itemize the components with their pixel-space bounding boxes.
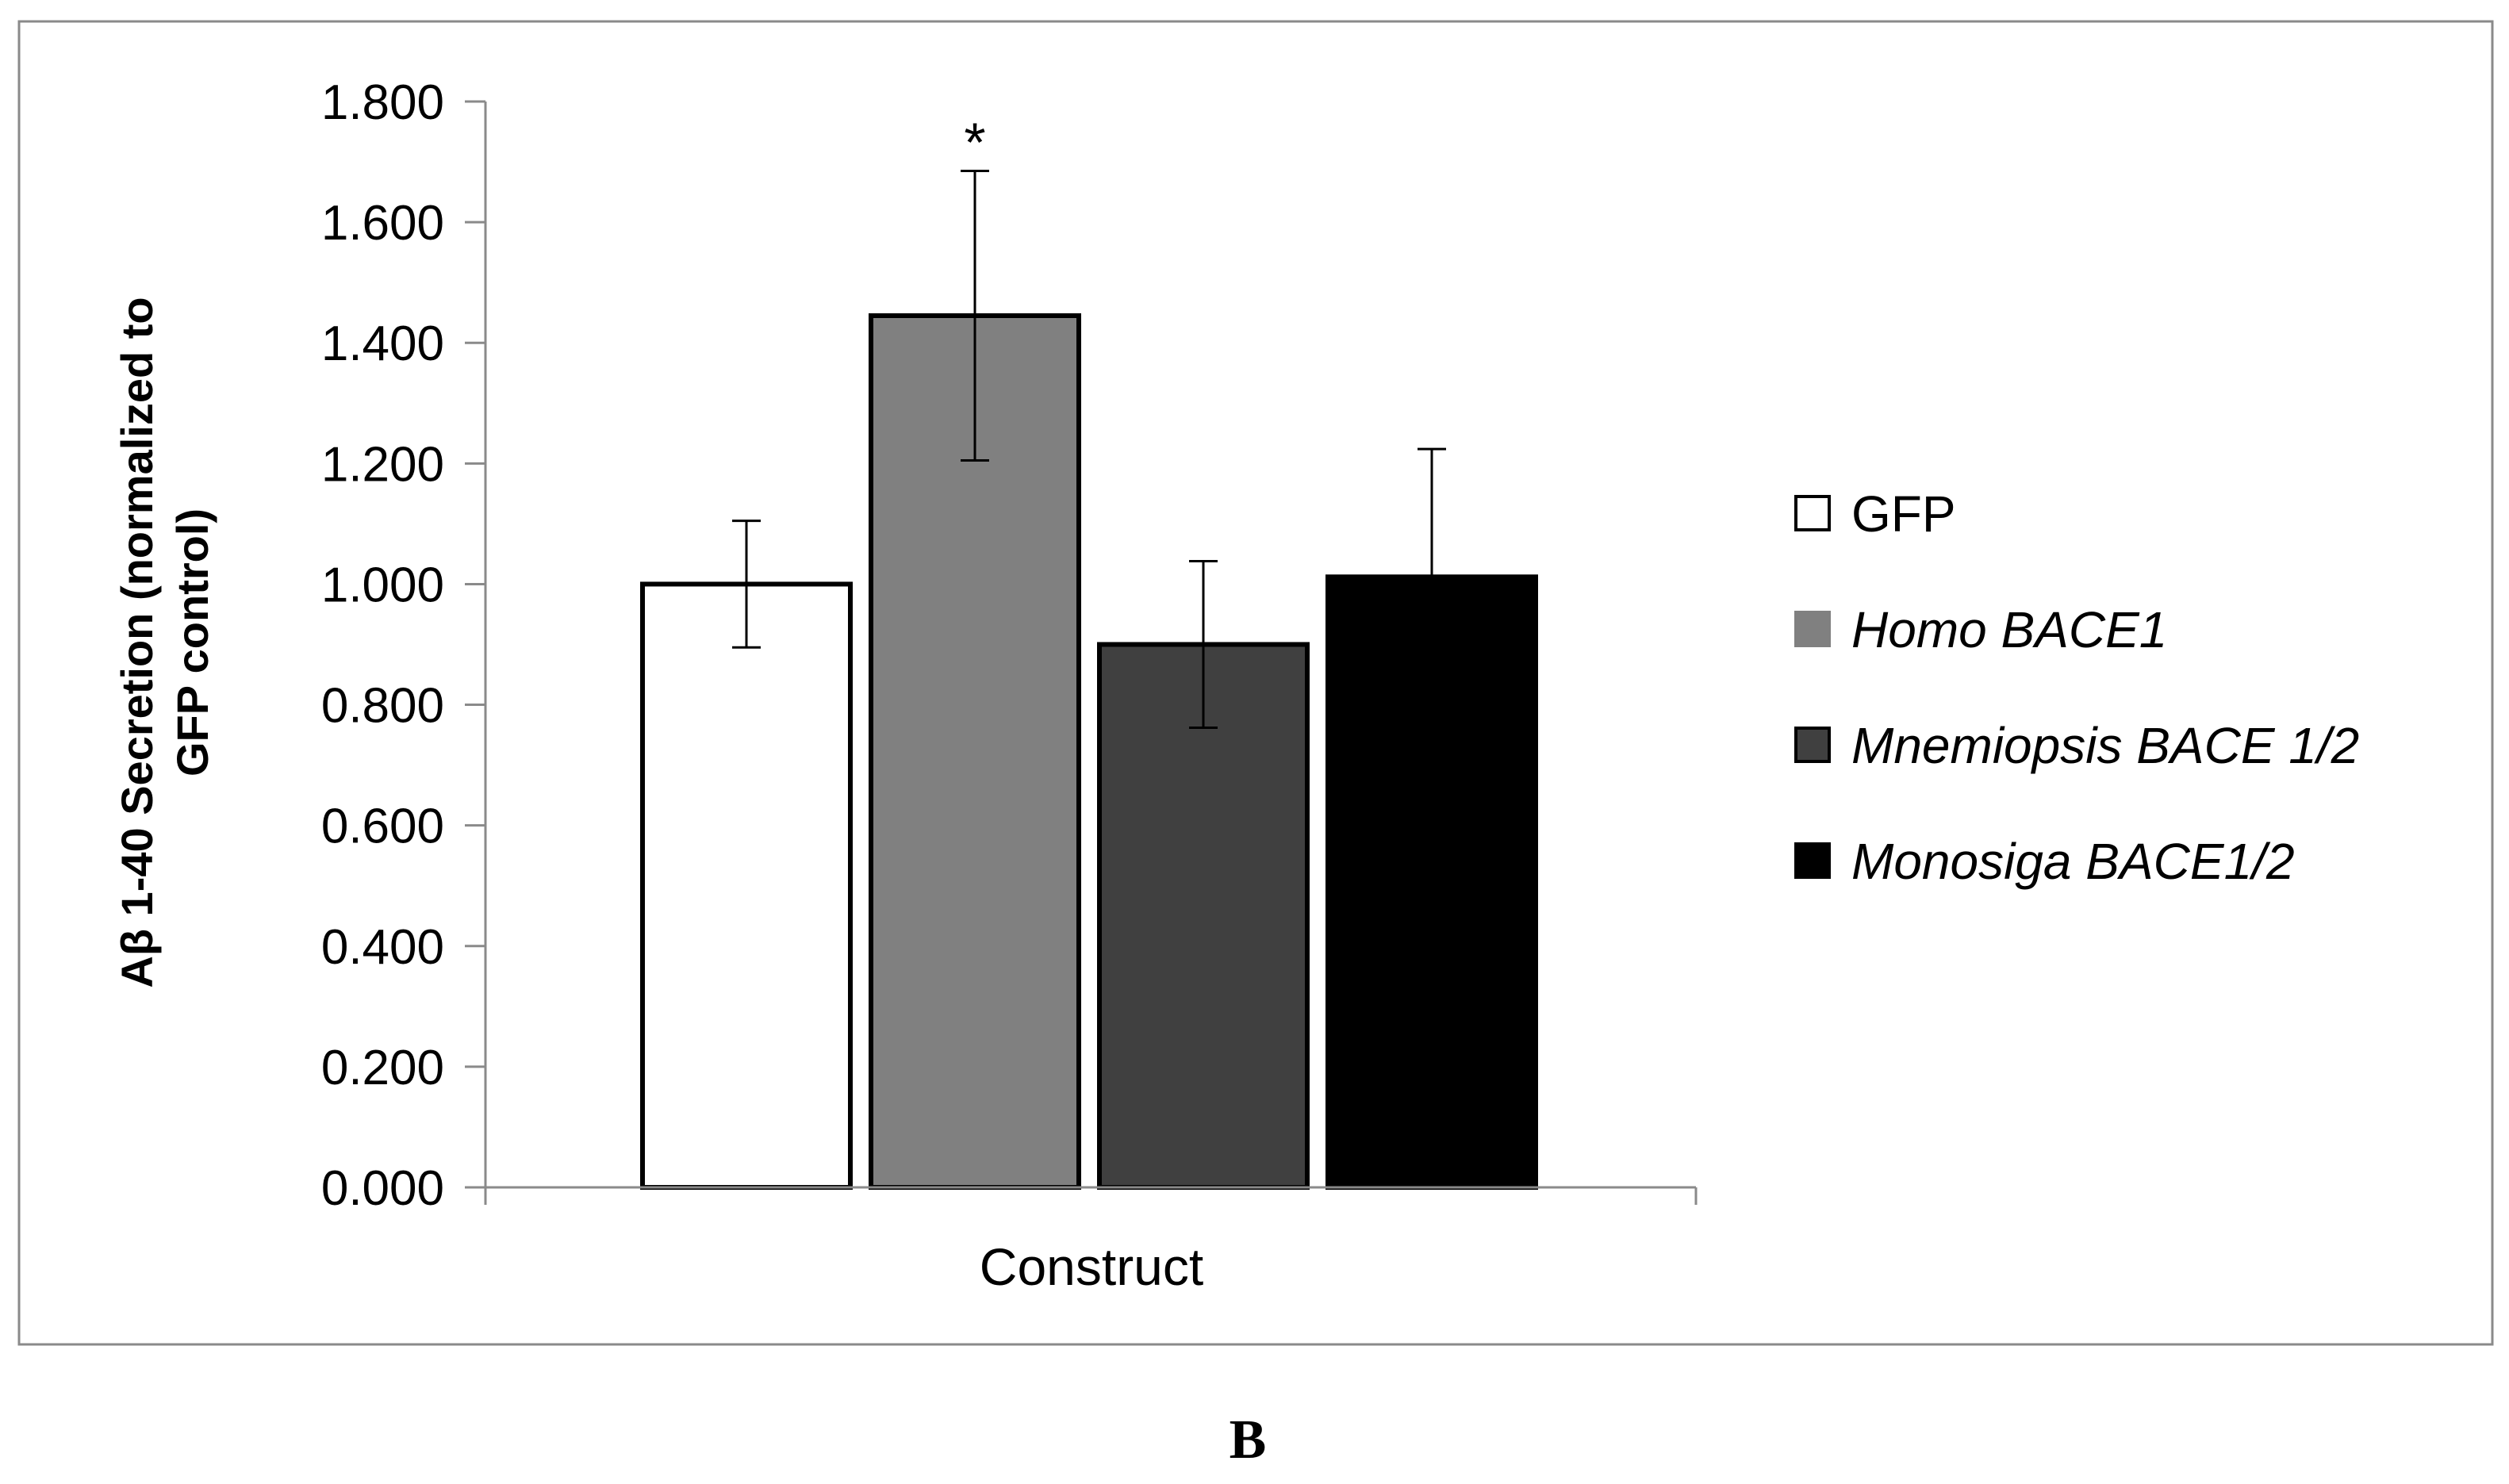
y-tick-label: 0.200: [321, 1041, 444, 1095]
y-tick-label: 0.600: [321, 800, 444, 854]
y-axis-title-line-1: Aβ 1-40 Secretion (normalized to: [112, 297, 162, 987]
y-axis-title-line-2: GFP control): [167, 508, 217, 777]
y-tick-label: 1.800: [321, 75, 444, 130]
y-tick-label: 1.400: [321, 316, 444, 371]
legend: GFP Homo BACE1 Mnemiopsis BACE 1/2 Monosiga…: [1794, 485, 2359, 890]
legend-label-gfp: GFP: [1851, 485, 1956, 543]
bars: [640, 313, 1538, 1191]
y-tick-label: 1.200: [321, 437, 444, 492]
y-tick-label: 1.000: [321, 558, 444, 612]
bar-gfp: [640, 581, 853, 1190]
y-tick-label: 0.800: [321, 679, 444, 734]
y-axis-title: Aβ 1-40 Secretion (normalized to GFP con…: [112, 297, 217, 987]
y-tick-label: 0.400: [321, 920, 444, 975]
legend-label-monosiga-bace1-2: Monosiga BACE1/2: [1851, 833, 2295, 890]
legend-swatch-monosiga-bace1-2: [1794, 842, 1831, 879]
legend-label-homo-bace1: Homo BACE1: [1851, 601, 2167, 658]
y-axis: 0.000 0.200 0.400 0.600 0.800 1.000 1.200 1.400…: [321, 75, 487, 1216]
y-tick-label: 0.000: [321, 1161, 444, 1216]
legend-swatch-homo-bace1: [1794, 611, 1831, 647]
legend-label-mnemiopsis-bace-1-2: Mnemiopsis BACE 1/2: [1851, 717, 2359, 774]
x-axis: [484, 1186, 1698, 1205]
x-axis-label: Construct: [980, 1237, 1203, 1296]
significance-asterisk: *: [964, 111, 985, 173]
legend-swatch-mnemiopsis-bace-1-2: [1794, 727, 1831, 763]
panel-label: B: [1230, 1409, 1267, 1471]
legend-swatch-gfp: [1794, 495, 1831, 531]
error-bars: [732, 169, 1446, 729]
y-tick-label: 1.600: [321, 196, 444, 251]
